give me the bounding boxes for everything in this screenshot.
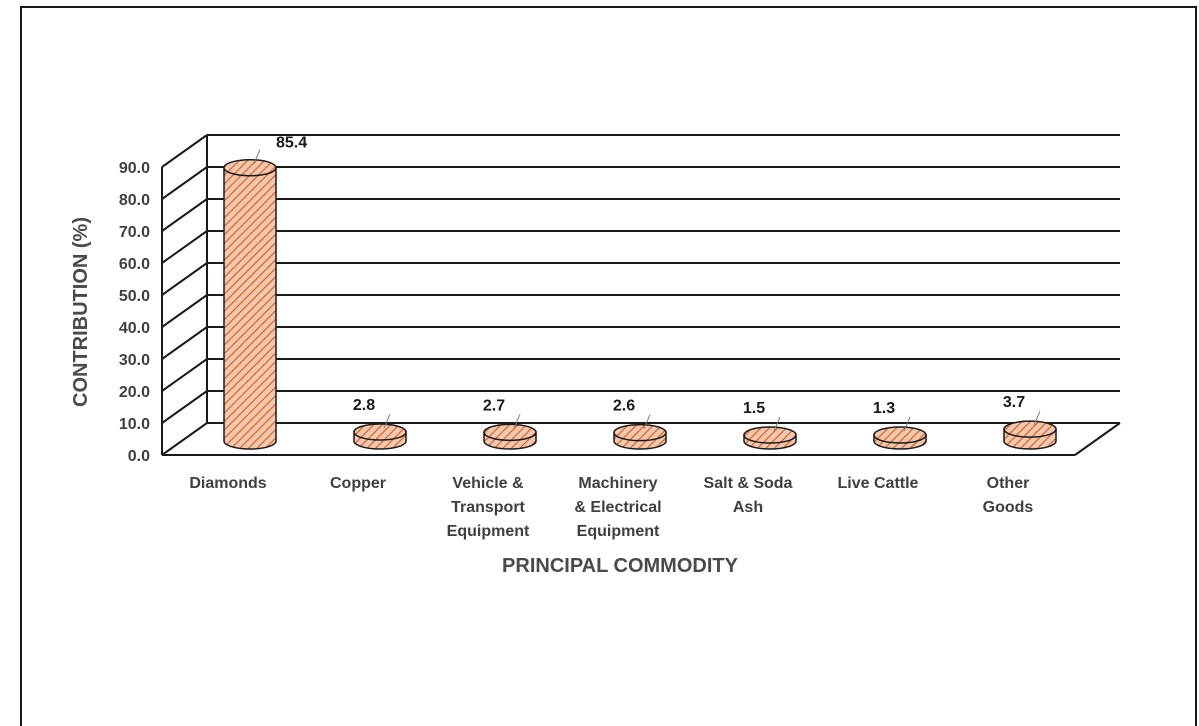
data-label-leader [383, 413, 391, 429]
category-label: Other Goods [983, 475, 1034, 516]
bar [743, 426, 797, 450]
bar-top [613, 423, 667, 442]
y-tick-label: 50.0 [119, 288, 150, 305]
side-gridline [161, 134, 208, 168]
bar [223, 158, 277, 450]
data-label: 2.6 [613, 398, 635, 415]
category-label: Live Cattle [838, 475, 919, 492]
bar [613, 423, 667, 450]
category-label: Machinery & Electrical Equipment [574, 475, 661, 540]
bar [483, 423, 537, 450]
side-gridline [161, 166, 208, 200]
y-tick-label: 40.0 [119, 320, 150, 337]
side-gridline [161, 358, 208, 392]
data-label: 2.7 [483, 397, 505, 414]
x-axis-title: PRINCIPAL COMMODITY [502, 555, 739, 577]
side-gridline [161, 198, 208, 232]
bar-top [353, 423, 407, 441]
y-tick-label: 60.0 [119, 256, 150, 273]
chart-frame [20, 6, 1197, 726]
data-label-leader [253, 149, 261, 164]
y-tick-label: 0.0 [128, 448, 150, 465]
data-labels: 85.4 2.8 2.7 2.6 1.5 1.3 3.7 [253, 135, 1041, 432]
side-gridline [161, 294, 208, 328]
y-tick-label: 30.0 [119, 352, 150, 369]
side-gridline [161, 230, 208, 264]
y-tick-labels: 0.0 10.0 20.0 30.0 40.0 50.0 60.0 70.0 80.0 90.0 [119, 160, 150, 465]
category-labels: Diamonds Copper Vehicle & Transport Equipmen… [189, 475, 1033, 540]
data-label: 3.7 [1003, 394, 1025, 411]
category-label: Copper [330, 475, 386, 492]
side-gridline [161, 390, 208, 424]
data-label: 85.4 [276, 135, 307, 152]
data-label: 1.3 [873, 400, 895, 417]
data-label: 2.8 [353, 397, 375, 414]
data-label-leader [903, 416, 911, 432]
bar-top [1003, 420, 1057, 438]
bar-top [483, 423, 537, 442]
side-gridline [161, 422, 208, 456]
data-label-leader [643, 414, 651, 429]
y-tick-label: 70.0 [119, 224, 150, 241]
bar-top [223, 158, 277, 177]
category-label: Vehicle & Transport Equipment [447, 475, 530, 540]
data-label-leader [1033, 410, 1041, 426]
side-gridline [161, 262, 208, 296]
bar [873, 426, 927, 450]
y-tick-label: 90.0 [119, 160, 150, 177]
y-axis-title: CONTRIBUTION (%) [70, 217, 92, 407]
bar-body [223, 166, 277, 450]
side-gridline [161, 326, 208, 360]
data-label: 1.5 [743, 400, 765, 417]
bar-top [873, 426, 927, 444]
data-label-leader [773, 416, 781, 432]
chart-walls [161, 135, 1121, 456]
bar [1003, 420, 1057, 450]
bar [353, 423, 407, 450]
y-tick-label: 20.0 [119, 384, 150, 401]
data-label-leader [513, 414, 521, 429]
floor-right-edge [1074, 422, 1121, 456]
category-label: Salt & Soda Ash [704, 475, 793, 516]
y-tick-label: 10.0 [119, 416, 150, 433]
bars [223, 158, 1057, 450]
category-label: Diamonds [189, 475, 266, 492]
gridlines [161, 134, 1120, 456]
bar-top [743, 426, 797, 444]
y-tick-label: 80.0 [119, 192, 150, 209]
